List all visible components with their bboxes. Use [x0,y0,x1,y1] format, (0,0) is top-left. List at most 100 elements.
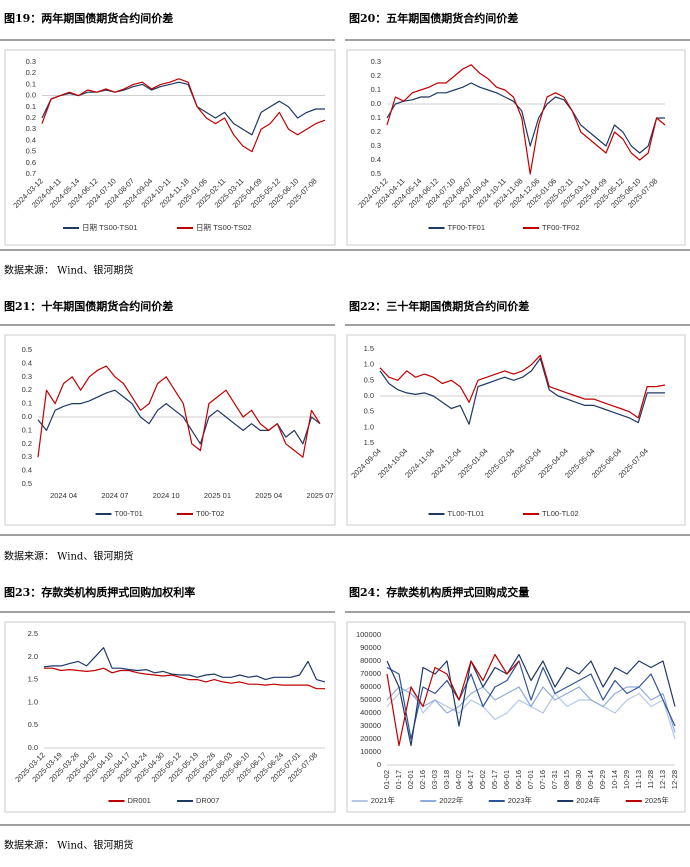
y-tick-label: 0.4 [22,466,32,475]
x-tick-label: 09-29 [598,770,607,789]
y-tick-label: 1.5 [364,438,374,447]
y-tick-label: 0.3 [26,124,36,133]
y-tick-label: 0.2 [26,113,36,122]
x-tick-label: 07-31 [550,770,559,789]
y-tick-label: 90000 [360,643,381,652]
series-line [43,647,326,683]
x-tick-label: 04-17 [466,770,475,789]
y-tick-label: 0.0 [28,743,38,752]
y-tick-label: 0.1 [371,85,381,94]
chart-frame [4,334,336,526]
legend-label: TF00-TF02 [542,223,580,232]
y-tick-label: 1.0 [364,360,374,369]
legend-label: DR001 [128,796,151,805]
y-tick-label: 0.7 [26,169,36,178]
y-tick-label: 0.3 [22,452,32,461]
y-tick-label: 1.5 [364,344,374,353]
source: 数据来源： Wind、银河期货 [4,264,133,277]
y-tick-label: 0.1 [26,79,36,88]
chart-frame [4,49,336,246]
series-line [41,81,325,136]
legend-label: 日期 TS00-TS01 [82,223,137,232]
series-line [386,653,676,747]
source: 数据来源： Wind、银河期货 [4,550,133,563]
y-tick-label: 100000 [356,630,381,639]
y-tick-label: 0 [377,760,381,769]
y-tick-label: 0.0 [26,91,36,100]
legend-label: TF00-TF01 [448,223,486,232]
chart-title: 图23：存款类机构质押式回购加权利率 [4,585,195,599]
chart-title: 图20：五年期国债期货合约间价差 [349,11,518,25]
y-tick-label: 40000 [360,708,381,717]
y-tick-label: 1.0 [28,697,38,706]
series-line [386,653,520,747]
legend-label: T00-T02 [196,509,224,518]
y-tick-label: 0.5 [22,479,32,488]
legend-label: TL00-TL02 [542,509,579,518]
chart-frame [4,621,336,813]
x-tick-label: 12-13 [658,770,667,789]
x-tick-label: 10-14 [610,770,619,789]
x-tick-label: 05-02 [478,770,487,789]
y-tick-label: 50000 [360,695,381,704]
chart-frame [346,621,686,813]
chart-title: 图19：两年期国债期货合约间价差 [4,11,173,25]
y-tick-label: 2.5 [28,629,38,638]
series-line [41,78,326,153]
x-tick-label: 06-01 [502,770,511,789]
y-tick-label: 80000 [360,656,381,665]
y-tick-label: 0.0 [22,412,32,421]
y-tick-label: 10000 [360,747,381,756]
source: 数据来源： Wind、银河期货 [4,839,133,852]
rules [0,39,690,826]
y-tick-label: 0.0 [371,99,381,108]
x-tick-label: 07-01 [526,770,535,789]
x-tick-label: 07-16 [538,770,547,789]
y-tick-label: 1.5 [28,675,38,684]
chart-frame [346,334,686,526]
y-tick-label: 0.2 [26,68,36,77]
y-tick-label: 0.3 [22,372,32,381]
legend-label: 2025年 [645,795,670,805]
legend-label: T00-T01 [115,509,143,518]
y-tick-label: 0.4 [26,135,36,144]
y-tick-label: 0.2 [22,385,32,394]
y-tick-label: 0.2 [371,71,381,80]
x-tick-label: 08-30 [574,770,583,789]
chart-title: 图21：十年期国债期货合约间价差 [4,299,173,313]
chart-title: 图24：存款类机构质押式回购成交量 [349,585,529,599]
series-line [379,354,666,419]
y-tick-label: 1.0 [364,422,374,431]
chart-frame [346,49,686,246]
y-tick-label: 60000 [360,682,381,691]
series-line [386,660,676,740]
x-tick-label: 02-01 [406,770,415,789]
legend-label: TL00-TL01 [448,509,485,518]
y-tick-label: 0.3 [371,141,381,150]
x-tick-label: 04-02 [454,770,463,789]
y-tick-label: 0.5 [364,407,374,416]
x-tick-label: 09-14 [586,770,595,789]
y-tick-label: 0.6 [26,158,36,167]
x-tick-label: 05-17 [490,770,499,789]
x-tick-label: 2025 07 [306,491,333,500]
x-tick-label: 2024 07 [101,491,128,500]
y-tick-label: 0.5 [26,147,36,156]
series-line [386,82,665,154]
y-tick-label: 0.1 [371,113,381,122]
y-tick-label: 0.2 [22,439,32,448]
legend-label: 2024年 [576,795,601,805]
y-tick-label: 0.5 [22,345,32,354]
x-tick-label: 01-02 [382,770,391,789]
x-tick-label: 06-16 [514,770,523,789]
chart-title: 图22：三十年期国债期货合约间价差 [349,299,529,313]
series-line [44,667,325,690]
x-tick-label: 2025 01 [204,491,231,500]
y-tick-label: 0.3 [371,57,381,66]
x-tick-label: 10-29 [622,770,631,789]
y-tick-label: 2.0 [28,652,38,661]
y-tick-label: 0.1 [22,425,32,434]
y-tick-label: 0.3 [26,57,36,66]
y-tick-label: 0.4 [22,358,32,367]
y-tick-label: 30000 [360,721,381,730]
